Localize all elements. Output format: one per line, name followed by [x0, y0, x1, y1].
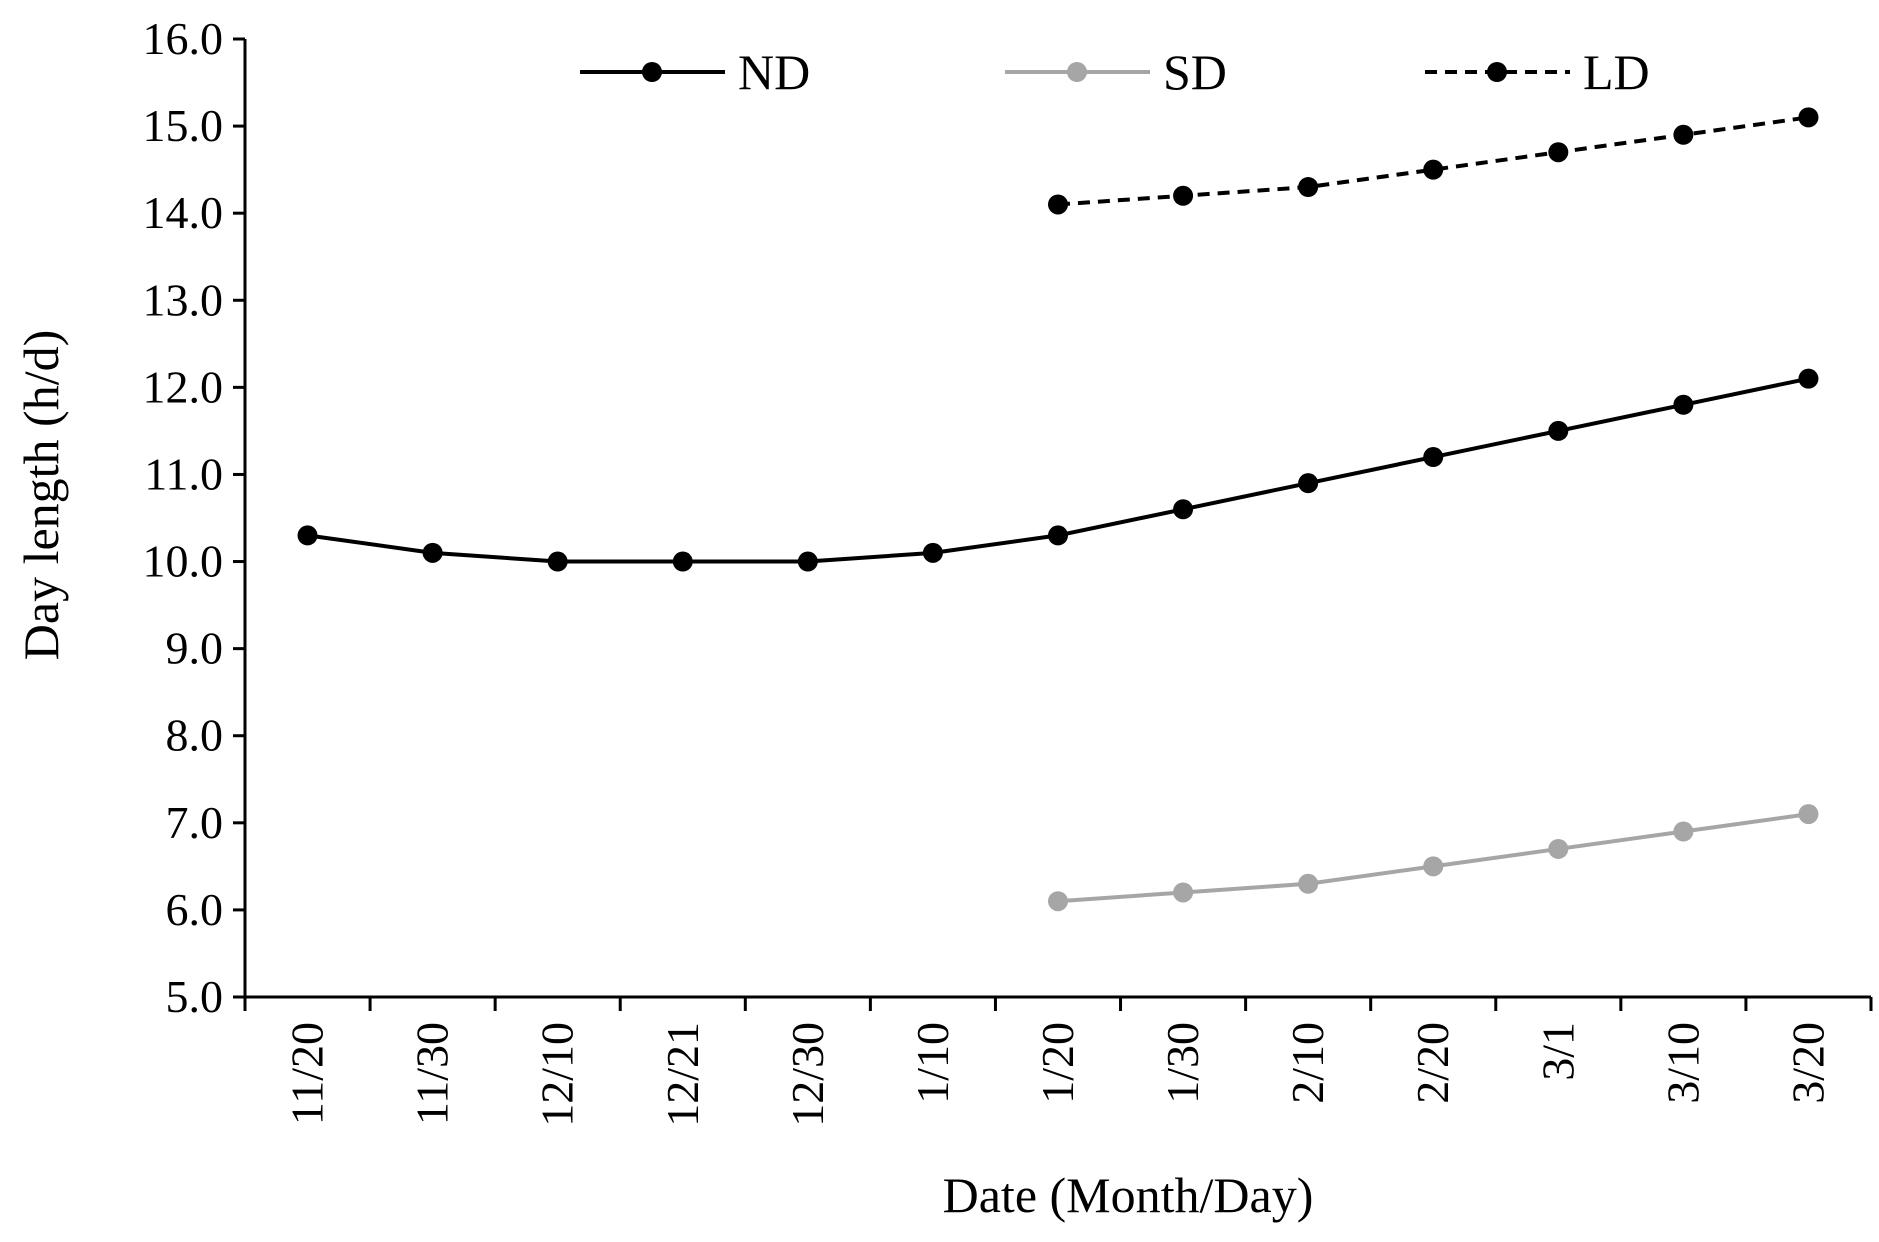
x-tick-label: 1/20	[1032, 1022, 1083, 1104]
data-point-nd	[547, 551, 568, 572]
data-point-ld	[1048, 194, 1068, 215]
legend-item-sd: SD	[1005, 44, 1227, 100]
series-nd	[297, 368, 1819, 572]
data-point-ld	[1673, 124, 1694, 145]
legend-marker-ld	[1487, 62, 1507, 82]
legend: ND SD LD	[580, 44, 1650, 100]
legend-label-sd: SD	[1163, 44, 1227, 100]
data-point-nd	[797, 551, 818, 572]
legend-marker-nd	[642, 62, 662, 82]
x-tick-label: 12/21	[657, 1022, 708, 1127]
legend-marker-sd	[1067, 62, 1087, 82]
data-point-ld	[1298, 177, 1319, 198]
x-tick-label: 11/20	[282, 1022, 333, 1125]
data-point-sd	[1173, 882, 1194, 903]
data-point-ld	[1173, 185, 1194, 206]
data-point-ld	[1798, 107, 1819, 128]
x-tick-label: 12/10	[532, 1022, 583, 1127]
x-tick-label: 2/10	[1282, 1022, 1333, 1104]
y-tick-label: 10.0	[143, 536, 224, 587]
legend-label-nd: ND	[738, 44, 810, 100]
data-point-nd	[1173, 499, 1194, 520]
data-point-nd	[1798, 368, 1819, 389]
data-point-nd	[672, 551, 693, 572]
y-tick-label: 7.0	[166, 797, 224, 848]
data-point-nd	[1423, 447, 1444, 468]
y-tick-label: 16.0	[143, 13, 224, 64]
legend-item-nd: ND	[580, 44, 810, 100]
data-point-nd	[1673, 394, 1694, 415]
x-tick-label: 3/20	[1782, 1022, 1833, 1104]
y-axis-title: Day length (h/d)	[13, 330, 69, 660]
data-point-sd	[1298, 873, 1319, 894]
data-point-nd	[422, 542, 443, 563]
series-sd	[1048, 804, 1819, 912]
legend-label-ld: LD	[1583, 44, 1650, 100]
y-tick-label: 5.0	[166, 971, 224, 1022]
data-point-nd	[297, 525, 318, 546]
x-tick-label: 2/20	[1407, 1022, 1458, 1104]
axes	[233, 37, 1873, 1011]
data-point-sd	[1548, 838, 1569, 859]
tick-labels: 5.0 6.0 7.0 8.0 9.0 10.0 11.0 12.0 13.0 14.0 15.0 1…	[143, 13, 1834, 1127]
y-tick-label: 8.0	[166, 710, 224, 761]
data-point-sd	[1673, 821, 1694, 842]
series-group	[297, 107, 1819, 912]
data-point-nd	[922, 542, 943, 563]
data-point-ld	[1423, 159, 1444, 180]
y-tick-label: 6.0	[166, 884, 224, 935]
x-tick-label: 1/10	[907, 1022, 958, 1104]
y-tick-label: 12.0	[143, 361, 224, 412]
x-tick-label: 3/10	[1657, 1022, 1708, 1104]
y-tick-label: 15.0	[143, 100, 224, 151]
data-point-nd	[1548, 420, 1569, 441]
data-point-nd	[1048, 525, 1068, 546]
legend-item-ld: LD	[1425, 44, 1650, 100]
data-point-ld	[1548, 142, 1569, 163]
data-point-sd	[1798, 804, 1819, 825]
x-tick-label: 12/30	[782, 1022, 833, 1127]
x-axis-title: Date (Month/Day)	[943, 1167, 1314, 1223]
data-point-sd	[1048, 891, 1068, 912]
y-tick-label: 9.0	[166, 623, 224, 674]
data-point-sd	[1423, 856, 1444, 877]
x-tick-label: 3/1	[1532, 1022, 1583, 1081]
y-tick-label: 14.0	[143, 187, 224, 238]
data-point-nd	[1298, 473, 1319, 494]
series-ld	[1048, 107, 1819, 215]
y-tick-label: 11.0	[144, 448, 223, 499]
y-tick-label: 13.0	[143, 274, 224, 325]
x-tick-label: 1/30	[1157, 1022, 1208, 1104]
x-tick-label: 11/30	[407, 1022, 458, 1125]
